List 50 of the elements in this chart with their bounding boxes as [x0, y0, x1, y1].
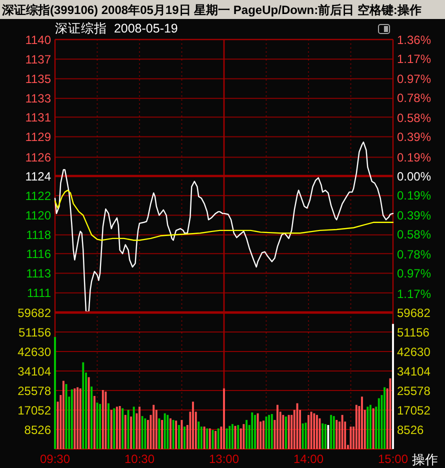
y-tick-label: 51156 [397, 325, 430, 340]
x-tick-label: 14:00 [293, 452, 324, 466]
text: 0.00% [397, 169, 432, 184]
x-tick-label: 10:30 [124, 452, 155, 466]
y-tick-label: 1113 [26, 266, 52, 281]
y-tick-label: 42630 [397, 344, 431, 359]
text: 0.39% [397, 208, 432, 222]
text: 1.36% [397, 32, 432, 47]
y-tick-label: 1129 [25, 130, 52, 144]
text: 0.97% [397, 266, 432, 281]
chart-subtitle: 深证综指 2008-05-19 [55, 22, 178, 36]
x-tick-label: 13:00 [208, 452, 240, 466]
text: 0.39% [397, 130, 432, 144]
x-tick-label: 09:30 [40, 452, 70, 466]
y-tick-label: 1124 [25, 169, 52, 184]
y-tick-label: 17052 [18, 403, 52, 418]
y-tick-label: 1118 [26, 228, 52, 242]
y-tick-label: 34104 [18, 364, 52, 378]
y-tick-label: 59682 [18, 306, 52, 320]
text: 0.19% [397, 150, 432, 164]
y-tick-label: 1126 [25, 150, 52, 165]
y-tick-label: 59682 [397, 306, 431, 320]
y-tick-label: 1137 [25, 52, 52, 66]
text: 0.78% [397, 91, 432, 106]
y-tick-label: 1135 [25, 72, 52, 86]
text: 1.17% [397, 286, 432, 301]
y-tick-label: 42630 [18, 344, 52, 359]
text: 0.58% [397, 228, 432, 242]
text: 0.58% [397, 111, 432, 126]
y-tick-label: 34104 [397, 364, 431, 378]
text: 0.97% [397, 72, 432, 86]
x-tick-label: 15:00 [378, 452, 408, 466]
y-tick-label: 8526 [24, 422, 52, 437]
y-tick-label: 8526 [397, 422, 424, 437]
y-tick-label: 25578 [18, 384, 52, 398]
text: 0.78% [397, 248, 432, 262]
y-tick-label: 25578 [397, 384, 431, 398]
y-tick-label: 1131 [25, 110, 52, 124]
y-tick-label: 1120 [25, 208, 52, 223]
text: 0.19% [397, 188, 432, 202]
y-tick-label: 1140 [25, 32, 52, 47]
text: 操作 [412, 452, 438, 467]
y-tick-label: 1133 [25, 92, 52, 106]
y-tick-label: 17052 [397, 403, 431, 418]
y-tick-label: 1116 [26, 246, 52, 261]
text: 1.17% [397, 52, 432, 66]
chart-title: 深证综指(399106) 2008年05月19日 星期一 PageUp/Down:前后日 空格键:操作 [1, 3, 422, 17]
y-tick-label: 1111 [26, 286, 52, 300]
y-tick-label: 1122 [25, 188, 52, 203]
y-tick-label: 51156 [18, 325, 52, 340]
